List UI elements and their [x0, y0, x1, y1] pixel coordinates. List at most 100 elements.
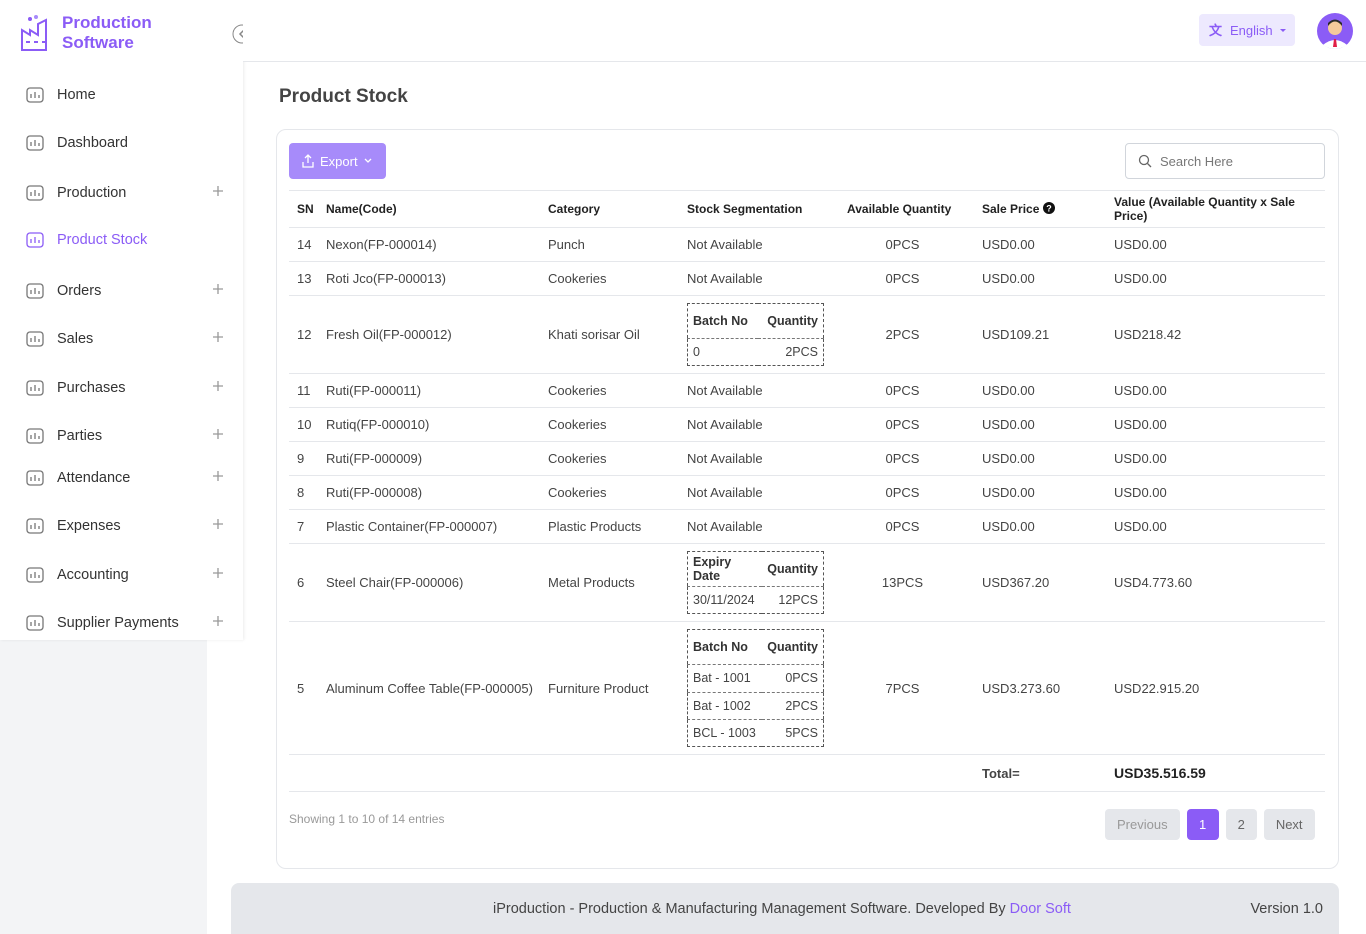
cell-text: Steel Chair(FP-000006): [326, 575, 464, 590]
table-row: 14 Nexon(FP-000014) Punch Not Available 0PCS…: [289, 227, 1325, 262]
cell-text: USD22.915.20: [1114, 680, 1200, 696]
expand-icon: [212, 469, 224, 487]
subtable-cell: 0PCS: [761, 664, 824, 693]
cell-text: Metal Products: [548, 575, 635, 590]
empty-cell: [289, 754, 326, 792]
nav-label: Product Stock: [57, 232, 148, 248]
cell-price: USD0.00: [982, 509, 1114, 544]
header-row: SN Name(Code) Category Stock Segmentation Av…: [289, 190, 1325, 228]
cell-value: USD0.00: [1114, 373, 1325, 408]
subtable-row: 0 2PCS: [688, 339, 824, 366]
nav-item[interactable]: Home: [0, 80, 243, 110]
cell-sn: 12: [289, 295, 326, 374]
subtable-cell: 2PCS: [785, 345, 818, 359]
cell-stock: Not Available: [687, 475, 847, 510]
cell-text: USD0.00: [982, 451, 1035, 466]
cell-quantity: 0PCS: [847, 227, 982, 262]
table-row: 10 Rutiq(FP-000010) Cookeries Not Available…: [289, 407, 1325, 442]
cell-text: 8: [297, 485, 305, 500]
cell-text: 0PCS: [885, 237, 920, 252]
cell-text: 11: [297, 383, 311, 398]
cell-text: Aluminum Coffee Table(FP-000005): [326, 680, 533, 696]
nav-item[interactable]: Production: [0, 178, 243, 208]
search-input[interactable]: Search Here: [1125, 143, 1325, 179]
subtable-header: Batch No Quantity: [687, 629, 824, 665]
table-row: 11 Ruti(FP-000011) Cookeries Not Available 0…: [289, 373, 1325, 408]
stock-subtable: Batch No Quantity Bat - 1001 0PCS Bat - 1002…: [687, 629, 824, 747]
cell-sn: 5: [289, 621, 326, 755]
avatar[interactable]: [1317, 13, 1353, 49]
nav-label: Expenses: [57, 518, 121, 534]
cell-stock: Not Available: [687, 261, 847, 296]
cell-sn: 8: [289, 475, 326, 510]
empty-cell: [326, 754, 548, 792]
subtable-heading: Expiry Date: [687, 551, 763, 587]
nav-item[interactable]: Sales: [0, 324, 243, 354]
cell-text: USD4.773.60: [1114, 575, 1193, 590]
cell-price: USD0.00: [982, 261, 1114, 296]
page-button[interactable]: 1: [1186, 809, 1219, 840]
export-label: Export: [320, 153, 358, 169]
column-label: Available Quantity: [847, 202, 952, 216]
expand-icon: [212, 427, 224, 445]
nav-label: Purchases: [57, 380, 126, 396]
nav-icon: [26, 87, 44, 103]
cell-text: USD0.00: [982, 237, 1035, 252]
cell-text: USD0.00: [982, 485, 1035, 500]
total-row: Total= USD35.516.59: [289, 754, 1325, 792]
cell-text: USD0.00: [1114, 271, 1167, 286]
next-button[interactable]: Next: [1263, 809, 1315, 840]
cell-quantity: 7PCS: [847, 621, 982, 755]
nav-item[interactable]: Orders: [0, 276, 243, 306]
nav-icon: [26, 283, 44, 299]
brand: Production Software: [62, 13, 152, 53]
cell-text: Cookeries: [548, 485, 607, 500]
cell-text: 9: [297, 451, 305, 466]
page-button[interactable]: 2: [1225, 809, 1257, 840]
nav-item[interactable]: Parties: [0, 421, 243, 451]
cell-text: Ruti(FP-000009): [326, 451, 423, 466]
nav-item[interactable]: Accounting: [0, 560, 243, 590]
cell-text: 6: [297, 575, 305, 590]
cell-sn: 10: [289, 407, 326, 442]
cell-stock: Not Available: [687, 441, 847, 476]
cell-price: USD0.00: [982, 475, 1114, 510]
table-row: 8 Ruti(FP-000008) Cookeries Not Available 0P…: [289, 475, 1325, 510]
export-button[interactable]: Export: [289, 143, 386, 179]
cell-text: Nexon(FP-000014): [326, 237, 437, 252]
nav-item[interactable]: Purchases: [0, 373, 243, 403]
logo: [21, 15, 47, 51]
sidebar-background: [0, 640, 207, 934]
cell-text: 2PCS: [885, 327, 920, 342]
table-row: 12 Fresh Oil(FP-000012) Khati sorisar Oil B…: [289, 295, 1325, 374]
cell-text: Not Available: [687, 383, 763, 398]
previous-button[interactable]: Previous: [1105, 809, 1180, 840]
cell-quantity: 0PCS: [847, 441, 982, 476]
cell-name: Ruti(FP-000011): [326, 373, 548, 408]
cell-stock: Expiry Date Quantity 30/11/2024 12PCS: [687, 543, 847, 622]
cell-text: 13: [297, 271, 312, 286]
language-select[interactable]: 文 English: [1199, 14, 1295, 46]
nav-item[interactable]: Product Stock: [0, 225, 243, 255]
subtable-header: Expiry Date Quantity: [687, 551, 824, 587]
cell-text: Khati sorisar Oil: [548, 327, 640, 342]
nav-item[interactable]: Supplier Payments: [0, 608, 243, 638]
cell-name: Ruti(FP-000009): [326, 441, 548, 476]
column-label: Category: [548, 202, 601, 216]
cell-text: 7: [297, 519, 305, 534]
nav-item[interactable]: Dashboard: [0, 128, 243, 158]
cell-text: 14: [297, 237, 312, 252]
cell-category: Cookeries: [548, 261, 687, 296]
cell-name: Ruti(FP-000008): [326, 475, 548, 510]
cell-stock: Batch No Quantity 0 2PCS: [687, 295, 847, 374]
nav-icon: [26, 615, 44, 631]
nav-item[interactable]: Expenses: [0, 511, 243, 541]
cell-text: USD0.00: [982, 383, 1035, 398]
footer-link[interactable]: Door Soft: [1009, 901, 1071, 917]
cell-category: Cookeries: [548, 475, 687, 510]
cell-text: Cookeries: [548, 417, 607, 432]
nav-item[interactable]: Attendance: [0, 463, 243, 493]
cell-text: USD367.20: [982, 575, 1050, 590]
cell-text: USD0.00: [982, 271, 1035, 286]
cell-price: USD109.21: [982, 295, 1114, 374]
